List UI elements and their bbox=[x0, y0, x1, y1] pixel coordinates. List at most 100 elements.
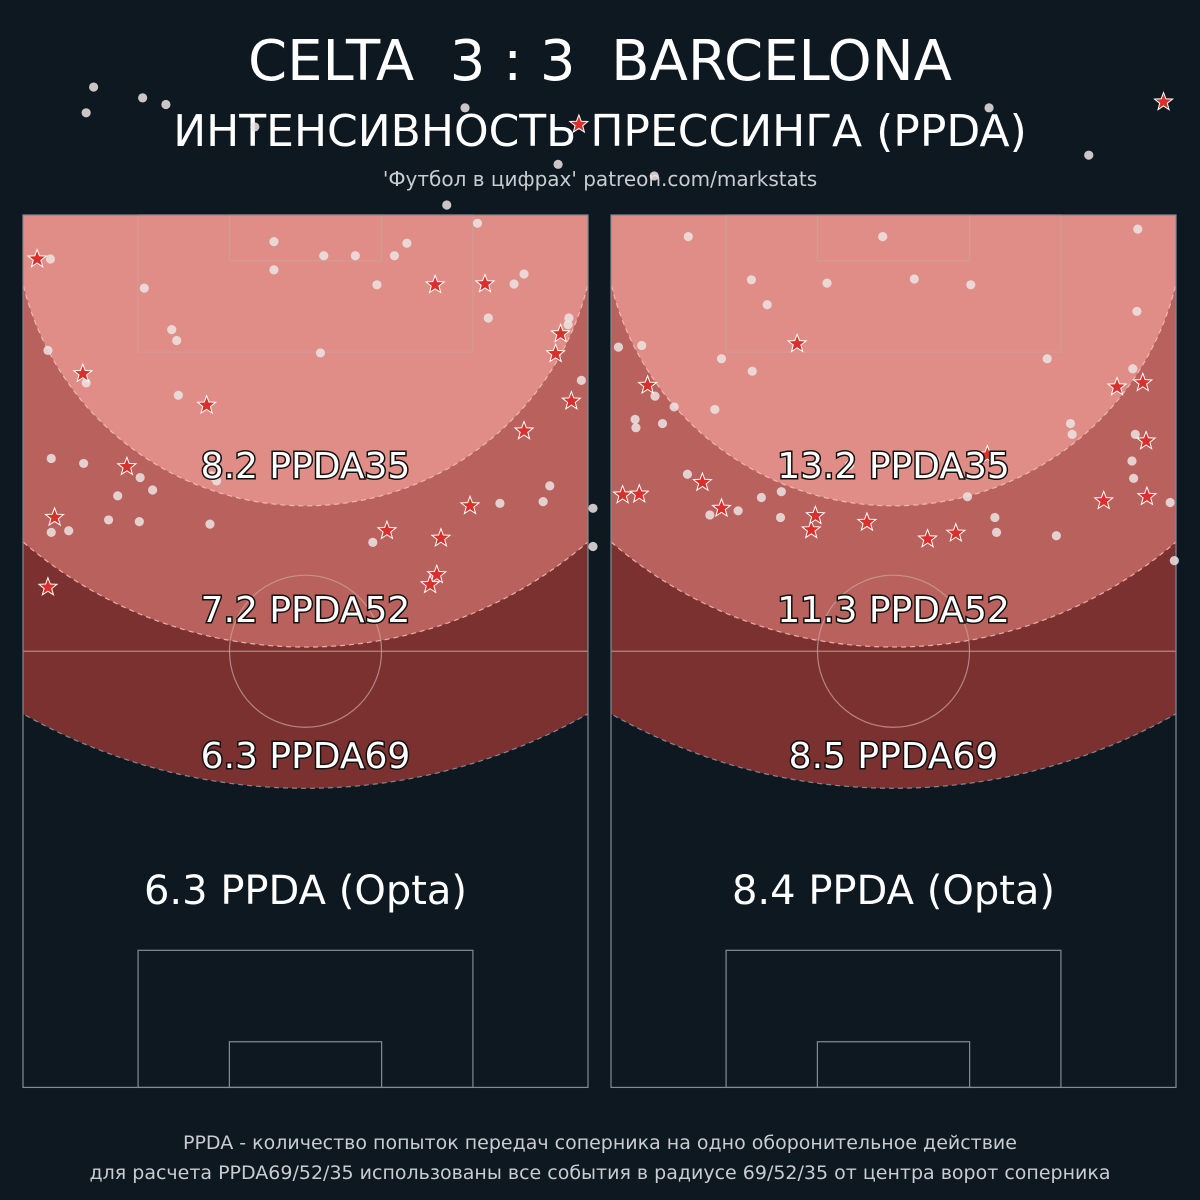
event-point bbox=[762, 300, 772, 310]
event-point bbox=[649, 171, 659, 181]
label-ppda35: 8.2 PPDA35 bbox=[201, 446, 411, 487]
event-point bbox=[315, 348, 326, 358]
event-star bbox=[977, 444, 998, 464]
event-point bbox=[103, 515, 114, 525]
credit-line: 'Футбол в цифрах' patreon.com/markstats bbox=[382, 167, 818, 191]
event-star bbox=[26, 248, 48, 268]
event-point bbox=[683, 232, 693, 242]
footer-definition: PPDA - количество попыток передач соперн… bbox=[183, 1132, 1017, 1154]
pitch-markings bbox=[22, 214, 589, 1089]
event-star bbox=[376, 519, 398, 540]
event-point bbox=[553, 159, 563, 169]
event-star bbox=[37, 576, 59, 597]
event-point bbox=[172, 335, 182, 346]
event-point bbox=[775, 512, 786, 523]
zone-69-boundary bbox=[611, 713, 1176, 789]
event-star bbox=[426, 563, 448, 584]
pitch-panel-1: 8.2 PPDA35 7.2 PPDA52 6.3 PPDA69 6.3 PPDA (… bbox=[22, 82, 598, 1089]
event-point bbox=[89, 82, 99, 92]
event-point bbox=[637, 340, 647, 351]
event-star bbox=[44, 506, 65, 527]
event-stars bbox=[612, 91, 1174, 548]
event-point bbox=[991, 527, 1002, 537]
pitch-outline bbox=[22, 214, 589, 1089]
event-point bbox=[509, 279, 519, 289]
event-point bbox=[844, 460, 855, 470]
event-point bbox=[64, 526, 74, 536]
event-point bbox=[113, 491, 123, 501]
event-star bbox=[1153, 91, 1174, 111]
event-point bbox=[139, 283, 149, 293]
event-point bbox=[167, 325, 177, 335]
radius-zones bbox=[23, 215, 588, 789]
event-star bbox=[1136, 485, 1158, 506]
event-point bbox=[733, 506, 743, 516]
event-star bbox=[637, 374, 658, 395]
event-point bbox=[161, 99, 171, 110]
event-star bbox=[945, 522, 967, 543]
event-star bbox=[430, 527, 452, 548]
event-point bbox=[1067, 429, 1077, 439]
event-star bbox=[1093, 489, 1115, 510]
zone-69-boundary bbox=[23, 713, 588, 789]
event-point bbox=[613, 342, 624, 352]
event-point bbox=[368, 537, 378, 547]
event-point bbox=[710, 404, 720, 415]
event-point bbox=[495, 498, 505, 508]
event-point bbox=[962, 492, 973, 502]
event-star bbox=[856, 511, 878, 532]
event-point bbox=[372, 280, 382, 290]
event-point bbox=[46, 453, 56, 464]
event-point bbox=[519, 269, 529, 279]
event-star bbox=[568, 113, 590, 134]
event-point bbox=[389, 251, 400, 261]
event-point bbox=[1127, 456, 1137, 466]
event-point bbox=[990, 512, 1000, 523]
label-ppda-opta: 6.3 PPDA (Opta) bbox=[144, 868, 467, 914]
event-point bbox=[776, 487, 786, 497]
event-point bbox=[657, 418, 668, 429]
event-point bbox=[746, 275, 757, 285]
goal-box-bottom bbox=[816, 1041, 971, 1089]
event-point bbox=[1130, 429, 1140, 439]
event-point bbox=[1051, 531, 1061, 541]
event-point bbox=[1129, 473, 1139, 483]
event-points bbox=[43, 82, 598, 552]
event-point bbox=[402, 238, 412, 248]
event-point bbox=[1132, 306, 1142, 316]
event-point bbox=[460, 103, 470, 113]
event-star bbox=[612, 484, 634, 504]
event-point bbox=[682, 469, 693, 479]
event-star bbox=[786, 332, 808, 353]
event-point bbox=[205, 519, 215, 529]
event-point bbox=[483, 313, 493, 323]
event-point bbox=[1128, 364, 1138, 374]
event-point bbox=[588, 541, 598, 552]
event-point bbox=[1042, 354, 1052, 364]
event-point bbox=[81, 108, 91, 118]
event-point bbox=[576, 375, 586, 385]
event-star bbox=[72, 362, 94, 383]
event-point bbox=[1165, 497, 1175, 508]
event-star bbox=[805, 504, 826, 525]
event-point bbox=[211, 476, 222, 486]
event-point bbox=[45, 254, 56, 264]
event-point bbox=[43, 345, 53, 356]
zone-35 bbox=[611, 215, 1176, 506]
pitch-markings bbox=[610, 214, 1177, 1089]
centre-circle bbox=[816, 574, 971, 728]
event-star bbox=[550, 322, 571, 343]
label-ppda69: 6.3 PPDA69 bbox=[201, 736, 411, 777]
zone-52-boundary bbox=[23, 541, 588, 648]
event-star bbox=[1106, 376, 1128, 396]
label-ppda52: 7.2 PPDA52 bbox=[201, 590, 411, 631]
event-point bbox=[966, 280, 976, 290]
event-point bbox=[756, 492, 766, 503]
label-ppda52: 11.3 PPDA52 bbox=[777, 590, 1010, 631]
event-point bbox=[350, 251, 360, 261]
event-point bbox=[1169, 556, 1179, 566]
event-star bbox=[711, 497, 732, 518]
event-points bbox=[613, 103, 1179, 566]
event-point bbox=[134, 516, 144, 527]
